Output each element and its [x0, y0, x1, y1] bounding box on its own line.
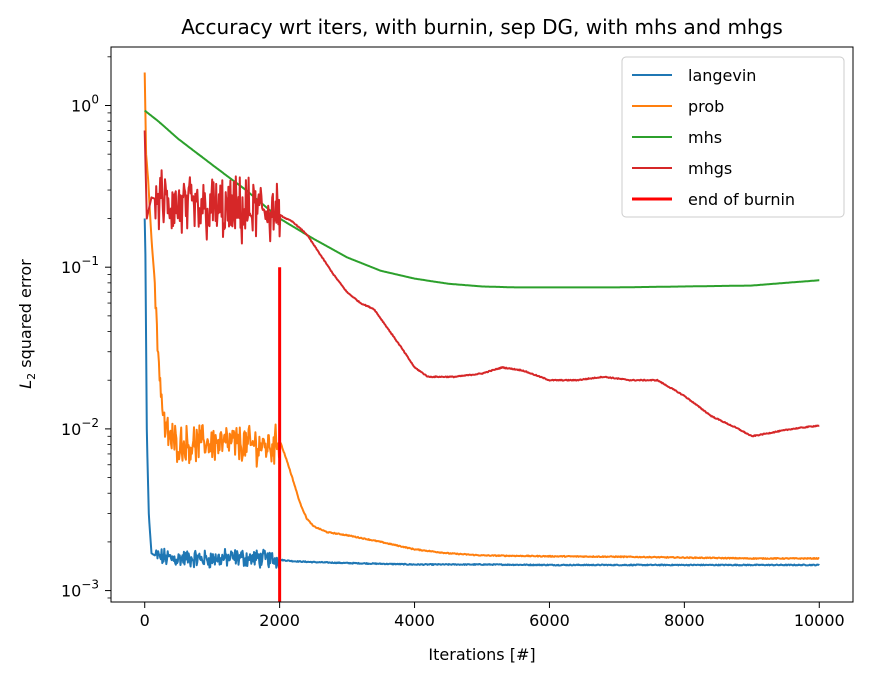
x-tick-label: 10000 [794, 611, 845, 630]
x-tick-label: 2000 [259, 611, 300, 630]
legend-entry: end of burnin [688, 190, 795, 209]
y-axis-label-main: L [16, 380, 35, 389]
plot-area [143, 72, 820, 602]
chart-title: Accuracy wrt iters, with burnin, sep DG,… [181, 15, 783, 39]
legend: langevin prob mhs mhgs end of burnin [621, 56, 845, 218]
y-tick-label: 10−3 [61, 578, 99, 601]
legend-entry: langevin [688, 66, 756, 85]
x-tick-label: 6000 [529, 611, 570, 630]
y-axis-label-rest: squared error [16, 259, 35, 373]
x-axis: 0 2000 4000 6000 8000 10000 [140, 602, 845, 630]
x-tick-label: 8000 [664, 611, 705, 630]
x-tick-label: 0 [140, 611, 150, 630]
y-axis: 10−3 10−2 10−1 100 [61, 56, 111, 601]
y-tick-label: 100 [71, 92, 99, 115]
x-axis-label: Iterations [#] [428, 645, 535, 664]
legend-box [621, 56, 845, 218]
series-prob [143, 72, 820, 560]
y-axis-label: L2 squared error [16, 259, 38, 389]
legend-entry: mhgs [688, 159, 732, 178]
legend-entry: prob [688, 97, 724, 116]
y-axis-label-sub: 2 [25, 373, 38, 380]
series-mhgs [143, 130, 820, 438]
legend-entry: mhs [688, 128, 722, 147]
x-tick-label: 4000 [394, 611, 435, 630]
y-tick-label: 10−1 [61, 254, 99, 277]
series-langevin [143, 218, 820, 569]
y-tick-label: 10−2 [61, 416, 99, 439]
axes-frame [110, 46, 854, 603]
